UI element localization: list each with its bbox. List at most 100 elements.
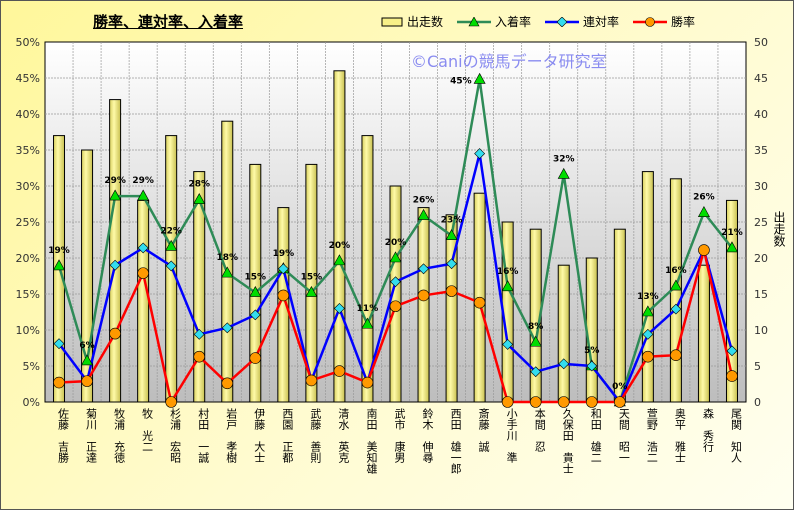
y-left-tick: 25% [16,216,40,229]
y-left-tick: 15% [16,288,40,301]
x-tick-label: 武藤 善則 [309,408,322,464]
x-tick-label: 岩戸 孝樹 [225,407,238,464]
point-rentai-22 [670,303,682,315]
y-left-tick: 10% [16,324,40,337]
legend-item-win: 勝率 [633,13,695,30]
point-rentai-3 [137,242,149,254]
bar-20 [613,228,626,403]
data-label: 23% [441,216,463,226]
y-right-tick: 40 [754,108,768,121]
data-label: 22% [160,226,182,236]
point-rentai-18 [558,358,570,370]
point-place-1 [81,354,94,366]
legend-label: 連対率 [583,15,620,29]
legend-item-place: 入着率 [457,13,531,30]
point-win-19 [585,396,598,408]
x-tick-label: 天間 昭一 [617,408,630,463]
point-win-4 [165,396,177,408]
point-rentai-7 [249,309,261,321]
point-rentai-19 [586,360,598,372]
point-win-13 [417,289,430,302]
point-place-13 [417,208,430,220]
x-tick-label: 西田 雄一郎 [449,408,462,474]
legend-bar-swatch-icon [381,17,403,26]
point-place-14 [445,229,458,240]
bar-21 [641,171,654,403]
bar-18 [557,264,570,403]
point-rentai-24 [726,345,738,357]
legend-diamond-icon [545,16,580,27]
legend-label: 勝率 [671,15,696,29]
point-win-10 [333,365,346,377]
point-win-23 [698,244,710,256]
point-win-1 [81,375,93,387]
y-left-tick: 5% [23,360,40,373]
data-label: 16% [665,266,687,276]
x-tick-label: 奥平 雅士 [673,407,686,463]
data-label: 29% [132,176,154,186]
bar-1 [81,149,94,403]
point-place-7 [249,285,262,297]
bar-12 [389,185,402,403]
y-left-tick: 0% [23,396,40,409]
x-tick-label: 萱野 浩二 [645,408,658,463]
point-rentai-8 [277,263,289,275]
x-tick-label: 尾関 知人 [729,408,742,463]
y-right-tick: 25 [754,216,768,229]
bar-23 [697,264,710,403]
point-place-9 [305,285,318,297]
data-label: 15% [245,273,267,283]
data-label: 16% [497,267,519,277]
point-place-12 [389,251,402,263]
point-rentai-6 [221,322,233,334]
bar-10 [333,70,346,403]
point-win-9 [305,374,318,387]
y-right-tick: 0 [754,396,761,409]
bar-2 [109,99,122,403]
y-right-label: 出走数 [772,211,786,248]
x-tick-label: 武市 康男 [393,408,406,464]
point-rentai-17 [530,366,542,378]
point-place-16 [501,280,514,292]
x-tick-label: 小手川 準 [505,408,518,464]
x-tick-label: 森 秀行 [701,407,714,453]
point-win-18 [557,396,570,408]
data-label: 26% [693,193,715,203]
point-place-0 [53,259,66,271]
point-place-3 [137,189,150,201]
point-win-14 [445,285,458,297]
point-place-4 [165,239,178,251]
data-label: 8% [528,322,543,332]
x-tick-label: 清水 英克 [337,408,350,463]
x-tick-label: 牧 光二 [141,407,154,452]
point-win-21 [642,350,654,363]
data-label: 18% [216,253,238,263]
data-label: 26% [413,196,435,206]
bar-9 [305,163,318,403]
x-tick-label: 杉浦 宏昭 [169,407,182,464]
point-place-23 [697,206,710,217]
point-win-6 [221,377,234,390]
y-left-tick: 20% [16,252,40,265]
point-win-0 [53,376,65,389]
point-place-2 [109,189,122,201]
point-place-11 [361,317,374,329]
point-place-21 [641,305,654,317]
point-rentai-21 [642,328,654,340]
y-left-tick: 30% [16,180,40,193]
data-label: 28% [188,180,210,190]
point-win-3 [137,267,149,279]
point-win-8 [277,289,290,302]
legend-item-bars: 出走数 [381,13,443,30]
point-rentai-4 [165,260,177,272]
point-rentai-2 [109,259,121,271]
y-right-tick: 35 [754,144,768,157]
point-win-12 [389,300,402,313]
legend: 出走数 入着率 連対率 勝率 [381,13,695,30]
bar-11 [361,135,374,403]
x-tick-label: 菊川 正達 [85,408,98,463]
point-win-15 [473,296,486,309]
watermark: ©Caniの競馬データ研究室 [411,52,607,71]
x-tick-label: 鈴木 伸尋 [421,407,434,463]
